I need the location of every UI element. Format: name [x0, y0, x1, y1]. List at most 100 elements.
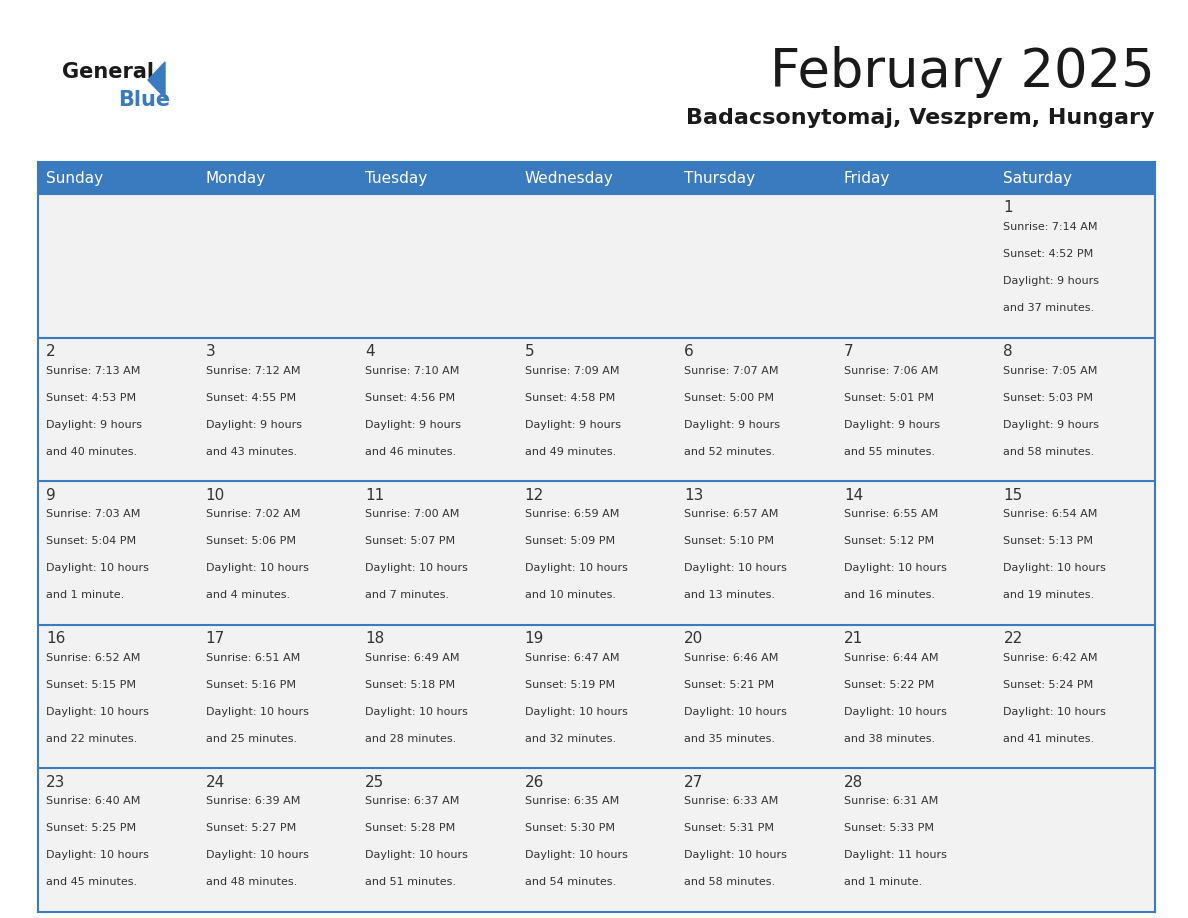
Text: Friday: Friday — [843, 171, 890, 185]
Text: Sunset: 4:52 PM: Sunset: 4:52 PM — [1004, 249, 1094, 259]
Text: Sunset: 5:06 PM: Sunset: 5:06 PM — [206, 536, 296, 546]
Bar — [517, 481, 676, 625]
Polygon shape — [148, 62, 165, 98]
Text: Sunday: Sunday — [46, 171, 103, 185]
Text: 7: 7 — [843, 344, 853, 359]
Text: Sunset: 5:12 PM: Sunset: 5:12 PM — [843, 536, 934, 546]
Text: 18: 18 — [365, 632, 385, 646]
Text: Sunset: 5:31 PM: Sunset: 5:31 PM — [684, 823, 775, 834]
Text: 8: 8 — [1004, 344, 1013, 359]
Bar — [676, 768, 836, 912]
Bar — [996, 625, 1155, 768]
Text: Sunset: 5:10 PM: Sunset: 5:10 PM — [684, 536, 775, 546]
Text: 25: 25 — [365, 775, 385, 789]
Text: Sunset: 5:19 PM: Sunset: 5:19 PM — [525, 680, 615, 689]
Text: Saturday: Saturday — [1004, 171, 1073, 185]
Bar — [996, 194, 1155, 338]
Text: Sunrise: 7:10 AM: Sunrise: 7:10 AM — [365, 365, 460, 375]
Text: and 41 minutes.: and 41 minutes. — [1004, 733, 1094, 744]
Text: Sunrise: 7:06 AM: Sunrise: 7:06 AM — [843, 365, 939, 375]
Bar — [197, 338, 358, 481]
Text: Daylight: 10 hours: Daylight: 10 hours — [46, 707, 148, 717]
Text: 1: 1 — [1004, 200, 1013, 216]
Text: Sunrise: 7:14 AM: Sunrise: 7:14 AM — [1004, 222, 1098, 232]
Bar — [358, 768, 517, 912]
Text: Daylight: 10 hours: Daylight: 10 hours — [525, 850, 627, 860]
Text: Daylight: 10 hours: Daylight: 10 hours — [843, 564, 947, 573]
Text: and 1 minute.: and 1 minute. — [46, 590, 125, 600]
Text: Sunrise: 7:07 AM: Sunrise: 7:07 AM — [684, 365, 779, 375]
Text: Thursday: Thursday — [684, 171, 756, 185]
Text: Sunrise: 7:03 AM: Sunrise: 7:03 AM — [46, 509, 140, 520]
Text: and 4 minutes.: and 4 minutes. — [206, 590, 290, 600]
Text: 16: 16 — [46, 632, 65, 646]
Text: and 55 minutes.: and 55 minutes. — [843, 447, 935, 456]
Text: and 49 minutes.: and 49 minutes. — [525, 447, 615, 456]
Text: Daylight: 11 hours: Daylight: 11 hours — [843, 850, 947, 860]
Text: and 32 minutes.: and 32 minutes. — [525, 733, 615, 744]
Text: and 19 minutes.: and 19 minutes. — [1004, 590, 1094, 600]
Text: Sunrise: 6:52 AM: Sunrise: 6:52 AM — [46, 653, 140, 663]
Text: Sunrise: 6:59 AM: Sunrise: 6:59 AM — [525, 509, 619, 520]
Text: and 37 minutes.: and 37 minutes. — [1004, 303, 1094, 313]
Text: Daylight: 10 hours: Daylight: 10 hours — [206, 564, 309, 573]
Text: 21: 21 — [843, 632, 864, 646]
Bar — [358, 625, 517, 768]
Text: Daylight: 10 hours: Daylight: 10 hours — [206, 707, 309, 717]
Text: and 43 minutes.: and 43 minutes. — [206, 447, 297, 456]
Text: Sunset: 5:18 PM: Sunset: 5:18 PM — [365, 680, 455, 689]
Text: and 22 minutes.: and 22 minutes. — [46, 733, 138, 744]
Bar — [358, 194, 517, 338]
Text: Sunrise: 6:40 AM: Sunrise: 6:40 AM — [46, 797, 140, 806]
Text: 3: 3 — [206, 344, 215, 359]
Text: Sunset: 4:58 PM: Sunset: 4:58 PM — [525, 393, 615, 403]
Bar — [836, 481, 996, 625]
Bar — [38, 338, 197, 481]
Bar — [836, 768, 996, 912]
Text: 17: 17 — [206, 632, 225, 646]
Text: Sunrise: 6:54 AM: Sunrise: 6:54 AM — [1004, 509, 1098, 520]
Text: Daylight: 10 hours: Daylight: 10 hours — [525, 564, 627, 573]
Text: Sunrise: 6:57 AM: Sunrise: 6:57 AM — [684, 509, 778, 520]
Text: 2: 2 — [46, 344, 56, 359]
Bar — [358, 338, 517, 481]
Bar — [38, 625, 197, 768]
Text: February 2025: February 2025 — [770, 46, 1155, 98]
Text: Sunset: 5:27 PM: Sunset: 5:27 PM — [206, 823, 296, 834]
Text: 15: 15 — [1004, 487, 1023, 503]
Text: 22: 22 — [1004, 632, 1023, 646]
Text: Sunset: 5:15 PM: Sunset: 5:15 PM — [46, 680, 135, 689]
Text: and 54 minutes.: and 54 minutes. — [525, 878, 615, 888]
Text: Daylight: 10 hours: Daylight: 10 hours — [684, 707, 788, 717]
Text: Daylight: 10 hours: Daylight: 10 hours — [1004, 564, 1106, 573]
Text: and 58 minutes.: and 58 minutes. — [684, 878, 776, 888]
Text: Sunrise: 6:35 AM: Sunrise: 6:35 AM — [525, 797, 619, 806]
Text: and 28 minutes.: and 28 minutes. — [365, 733, 456, 744]
Text: Daylight: 10 hours: Daylight: 10 hours — [46, 564, 148, 573]
Text: Sunset: 4:56 PM: Sunset: 4:56 PM — [365, 393, 455, 403]
Text: Wednesday: Wednesday — [525, 171, 613, 185]
Text: Sunset: 5:03 PM: Sunset: 5:03 PM — [1004, 393, 1093, 403]
Text: and 38 minutes.: and 38 minutes. — [843, 733, 935, 744]
Bar — [358, 481, 517, 625]
Text: Blue: Blue — [118, 90, 170, 110]
Text: and 52 minutes.: and 52 minutes. — [684, 447, 776, 456]
Text: 20: 20 — [684, 632, 703, 646]
Bar — [197, 481, 358, 625]
Text: and 16 minutes.: and 16 minutes. — [843, 590, 935, 600]
Text: Daylight: 10 hours: Daylight: 10 hours — [684, 564, 788, 573]
Text: Sunset: 5:13 PM: Sunset: 5:13 PM — [1004, 536, 1093, 546]
Text: Tuesday: Tuesday — [365, 171, 428, 185]
Text: 9: 9 — [46, 487, 56, 503]
Text: Daylight: 10 hours: Daylight: 10 hours — [365, 850, 468, 860]
Bar — [517, 338, 676, 481]
Text: 6: 6 — [684, 344, 694, 359]
Text: 12: 12 — [525, 487, 544, 503]
Text: Sunset: 5:07 PM: Sunset: 5:07 PM — [365, 536, 455, 546]
Text: Sunrise: 7:05 AM: Sunrise: 7:05 AM — [1004, 365, 1098, 375]
Text: 14: 14 — [843, 487, 864, 503]
Text: Daylight: 9 hours: Daylight: 9 hours — [206, 420, 302, 430]
Text: 4: 4 — [365, 344, 374, 359]
Bar — [38, 768, 197, 912]
Text: Sunrise: 6:51 AM: Sunrise: 6:51 AM — [206, 653, 299, 663]
